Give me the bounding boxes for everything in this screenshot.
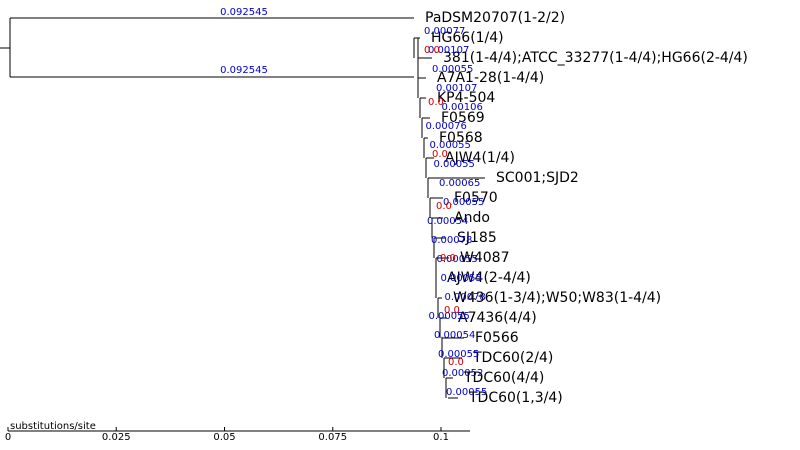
support-value: 0.0 bbox=[436, 201, 452, 212]
leaf-label: A7A1-28(1-4/4) bbox=[437, 70, 544, 86]
leaf-label: W436(1-3/4);W50;W83(1-4/4) bbox=[453, 290, 661, 306]
branch-length: 0.00077 bbox=[424, 26, 465, 37]
branch-length: 0.00054 bbox=[434, 330, 475, 341]
branch-length: 0.00055 bbox=[432, 64, 473, 75]
branch-length: 0.092545 bbox=[220, 7, 268, 18]
branch-length: 0.00078 bbox=[431, 235, 472, 246]
branch-length: 0.00078 bbox=[445, 292, 486, 303]
tick-label: 0.075 bbox=[318, 432, 347, 443]
branch-length: 0.00055 bbox=[443, 197, 484, 208]
tick-label: 0.05 bbox=[213, 432, 235, 443]
leaf-label: AJW4(2-4/4) bbox=[447, 270, 531, 286]
scale-title: substitutions/site bbox=[10, 421, 96, 432]
support-value: 0.0 bbox=[424, 45, 440, 56]
leaf-label: SC001;SJD2 bbox=[496, 170, 579, 186]
leaf-label: TDC60(1,3/4) bbox=[468, 390, 563, 406]
branch-length: 0.00054 bbox=[427, 216, 468, 227]
leaf-label: A7436(4/4) bbox=[458, 310, 537, 326]
support-value: 0.0 bbox=[444, 305, 460, 316]
branch-length: 0.00107 bbox=[436, 83, 477, 94]
leaf-label: PaDSM20707(1-2/2) bbox=[425, 10, 565, 26]
tick-label: 0.1 bbox=[433, 432, 449, 443]
support-value: 0.0 bbox=[448, 357, 464, 368]
leaf-label: TDC60(2/4) bbox=[472, 350, 553, 366]
leaf-label: AJW4(1/4) bbox=[445, 150, 515, 166]
leaf-label: KP4-504 bbox=[437, 90, 495, 106]
branch-length: 0.00055 bbox=[437, 254, 478, 265]
branch-length: 0.00055 bbox=[429, 311, 470, 322]
branch-length: 0.00106 bbox=[442, 102, 483, 113]
support-value: 0.0 bbox=[440, 253, 456, 264]
leaf-label: W4087 bbox=[460, 250, 509, 266]
leaf-label: Ando bbox=[454, 210, 490, 226]
leaf-label: SJ185 bbox=[457, 230, 497, 246]
branch-length: 0.00055 bbox=[441, 273, 482, 284]
branch-length: 0.00055 bbox=[430, 140, 471, 151]
leaf-label: TDC60(4/4) bbox=[463, 370, 544, 386]
branch-length: 0.00052 bbox=[442, 368, 483, 379]
branch-length: 0.092545 bbox=[220, 65, 268, 76]
branch-length: 0.00065 bbox=[439, 178, 480, 189]
leaf-label: 381(1-4/4);ATCC_33277(1-4/4);HG66(2-4/4) bbox=[443, 50, 748, 66]
branch-length: 0.00055 bbox=[434, 159, 475, 170]
branch-length: 0.00055 bbox=[446, 387, 487, 398]
branch-length: 0.00076 bbox=[426, 121, 467, 132]
leaf-label: F0568 bbox=[439, 130, 483, 146]
support-value: 0.0 bbox=[432, 149, 448, 160]
tree-lines bbox=[0, 17, 485, 399]
branch-length: 0.00107 bbox=[428, 45, 469, 56]
branch-length: 0.00055 bbox=[438, 349, 479, 360]
tick-label: 0.025 bbox=[102, 432, 131, 443]
leaf-label: HG66(1/4) bbox=[431, 30, 504, 46]
leaf-label: F0569 bbox=[441, 110, 485, 126]
leaf-label: F0570 bbox=[454, 190, 498, 206]
support-value: 0.0 bbox=[428, 97, 444, 108]
tick-label: 0 bbox=[5, 432, 11, 443]
leaf-label: F0566 bbox=[475, 330, 519, 346]
